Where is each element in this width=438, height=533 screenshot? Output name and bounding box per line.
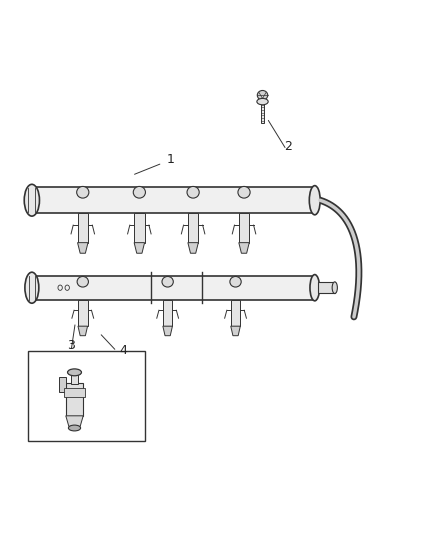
Polygon shape bbox=[239, 243, 249, 253]
Ellipse shape bbox=[162, 277, 173, 287]
Ellipse shape bbox=[309, 185, 320, 215]
Bar bbox=[231, 300, 240, 326]
Polygon shape bbox=[231, 326, 240, 336]
Ellipse shape bbox=[77, 277, 88, 287]
Ellipse shape bbox=[310, 274, 320, 301]
Bar bbox=[66, 383, 83, 416]
Ellipse shape bbox=[25, 272, 39, 303]
Text: 2: 2 bbox=[284, 140, 292, 153]
Bar bbox=[78, 214, 88, 243]
Ellipse shape bbox=[230, 277, 241, 287]
Polygon shape bbox=[134, 243, 145, 253]
Text: 3: 3 bbox=[67, 338, 74, 352]
Bar bbox=[239, 214, 249, 243]
Ellipse shape bbox=[133, 187, 145, 198]
Bar bbox=[78, 300, 88, 326]
Bar bbox=[32, 187, 315, 214]
Bar bbox=[134, 214, 145, 243]
Bar bbox=[59, 377, 66, 392]
Bar bbox=[261, 101, 264, 123]
Ellipse shape bbox=[67, 369, 81, 376]
Ellipse shape bbox=[332, 282, 337, 294]
Bar bbox=[28, 351, 145, 441]
Text: 4: 4 bbox=[119, 344, 127, 357]
Bar bbox=[163, 300, 173, 326]
Ellipse shape bbox=[24, 184, 39, 216]
Bar bbox=[32, 276, 315, 300]
Polygon shape bbox=[163, 326, 173, 336]
Bar bbox=[64, 387, 85, 397]
Ellipse shape bbox=[238, 187, 250, 198]
Polygon shape bbox=[78, 243, 88, 253]
Ellipse shape bbox=[257, 91, 268, 100]
Ellipse shape bbox=[68, 425, 81, 431]
Bar bbox=[318, 282, 335, 293]
Bar bbox=[188, 214, 198, 243]
Polygon shape bbox=[66, 416, 83, 426]
Ellipse shape bbox=[187, 187, 199, 198]
Polygon shape bbox=[188, 243, 198, 253]
Bar bbox=[71, 373, 78, 384]
Ellipse shape bbox=[257, 99, 268, 105]
Text: 1: 1 bbox=[167, 153, 175, 166]
Ellipse shape bbox=[77, 187, 89, 198]
Polygon shape bbox=[78, 326, 88, 336]
